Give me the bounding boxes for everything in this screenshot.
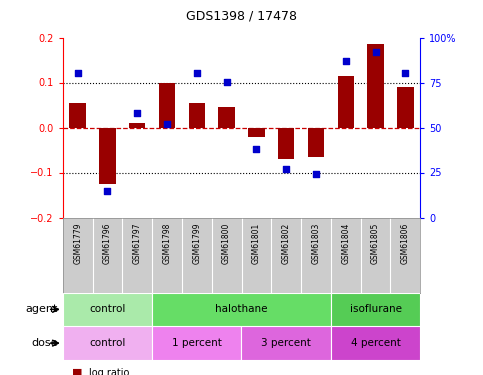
Text: log ratio: log ratio — [89, 368, 130, 375]
Bar — [129, 123, 145, 128]
Point — [163, 121, 171, 127]
Text: GSM61805: GSM61805 — [371, 223, 380, 264]
Bar — [397, 87, 413, 128]
Bar — [152, 292, 331, 326]
Point — [104, 188, 112, 194]
Bar — [368, 44, 384, 128]
Bar — [331, 292, 420, 326]
Point — [133, 110, 141, 116]
Bar — [70, 103, 86, 128]
Bar — [99, 128, 115, 184]
Point — [223, 80, 230, 86]
Text: ■: ■ — [72, 368, 83, 375]
Point — [282, 166, 290, 172]
Text: halothane: halothane — [215, 304, 268, 314]
Text: GSM61803: GSM61803 — [312, 223, 320, 264]
Point — [401, 70, 409, 76]
Text: 1 percent: 1 percent — [172, 338, 222, 348]
Bar — [152, 326, 242, 360]
Text: GSM61798: GSM61798 — [163, 223, 171, 264]
Text: GSM61779: GSM61779 — [73, 223, 82, 264]
Text: GSM61796: GSM61796 — [103, 223, 112, 264]
Text: agent: agent — [26, 304, 58, 314]
Bar — [63, 292, 152, 326]
Bar — [63, 326, 152, 360]
Bar — [338, 76, 354, 128]
Text: GSM61806: GSM61806 — [401, 223, 410, 264]
Text: GDS1398 / 17478: GDS1398 / 17478 — [186, 9, 297, 22]
Bar — [278, 128, 294, 159]
Text: GSM61802: GSM61802 — [282, 223, 291, 264]
Point — [342, 58, 350, 64]
Bar — [331, 326, 420, 360]
Text: dose: dose — [31, 338, 58, 348]
Point — [372, 49, 380, 55]
Text: GSM61801: GSM61801 — [252, 223, 261, 264]
Text: GSM61800: GSM61800 — [222, 223, 231, 264]
Bar — [248, 128, 265, 136]
Bar — [308, 128, 324, 157]
Bar — [159, 82, 175, 128]
Point — [193, 70, 201, 76]
Point — [253, 146, 260, 152]
Point — [74, 70, 82, 76]
Text: control: control — [89, 304, 126, 314]
Text: 4 percent: 4 percent — [351, 338, 400, 348]
Text: GSM61799: GSM61799 — [192, 223, 201, 264]
Text: isoflurane: isoflurane — [350, 304, 401, 314]
Text: control: control — [89, 338, 126, 348]
Text: GSM61804: GSM61804 — [341, 223, 350, 264]
Bar — [242, 326, 331, 360]
Bar — [189, 103, 205, 128]
Point — [312, 171, 320, 177]
Bar — [218, 107, 235, 128]
Text: GSM61797: GSM61797 — [133, 223, 142, 264]
Text: 3 percent: 3 percent — [261, 338, 311, 348]
